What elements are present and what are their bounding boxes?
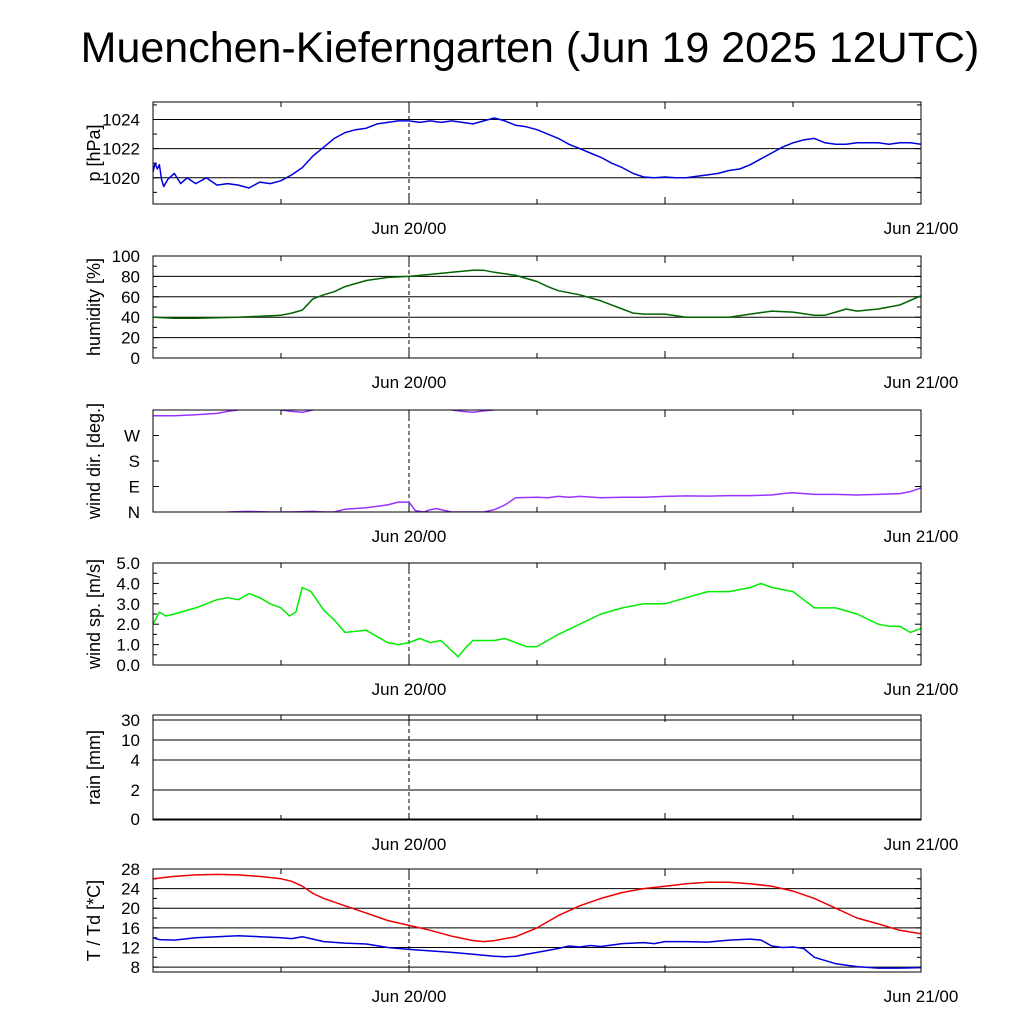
temperature-frame: [152, 868, 922, 973]
rain-ytick-label: 30: [121, 711, 140, 730]
pressure-frame: [152, 101, 922, 205]
pressure-xtick-label: Jun 21/00: [884, 219, 959, 238]
wind_speed-ytick-label: 0.0: [116, 656, 140, 675]
wind_speed-xtick-label: Jun 21/00: [884, 680, 959, 699]
wind_speed-ytick-label: 1.0: [116, 636, 140, 655]
wind_direction-ylabel: wind dir. [deg.]: [84, 403, 104, 520]
pressure-ylabel: p [hPa]: [84, 124, 104, 181]
pressure-series-line: [153, 117, 921, 189]
wind_direction-ytick-label: S: [129, 452, 140, 471]
wind_direction-ytick-label: W: [124, 427, 140, 446]
humidity-ytick-label: 60: [121, 288, 140, 307]
temperature-series-line: [153, 934, 921, 969]
temperature-ytick-label: 8: [131, 958, 140, 977]
wind_speed-ytick-label: 2.0: [116, 615, 140, 634]
wind_speed-ytick-label: 3.0: [116, 595, 140, 614]
rain-ytick-label: 0: [131, 810, 140, 829]
temperature-xtick-label: Jun 21/00: [884, 987, 959, 1006]
wind_direction-frame: [152, 409, 922, 513]
temperature-series-line: [153, 873, 921, 943]
wind_direction-series-line: [227, 487, 921, 512]
humidity-ylabel: humidity [%]: [84, 258, 104, 356]
humidity-xtick-label: Jun 20/00: [372, 373, 447, 392]
wind_speed-xtick-label: Jun 20/00: [372, 680, 447, 699]
temperature-xtick-label: Jun 20/00: [372, 987, 447, 1006]
wind_speed-ytick-label: 4.0: [116, 574, 140, 593]
wind_speed-ylabel: wind sp. [m/s]: [84, 559, 104, 670]
wind_speed-panel: 0.01.0 2.03.0 4.05.0 Jun 20/00 Jun 21/00 wind…: [84, 554, 958, 699]
wind_speed-series-line: [153, 582, 921, 658]
humidity-series-line: [153, 269, 921, 319]
humidity-ytick-label: 80: [121, 267, 140, 286]
pressure-ytick-label: 1024: [102, 110, 140, 129]
wind_direction-xtick-label: Jun 20/00: [372, 527, 447, 546]
temperature-ylabel: T / Td [*C]: [84, 880, 104, 961]
rain-ytick-label: 10: [121, 731, 140, 750]
wind_direction-series-line: [451, 410, 495, 414]
temperature-ytick-label: 16: [121, 919, 140, 938]
humidity-ytick-label: 40: [121, 308, 140, 327]
chart-title: Muenchen-Kieferngarten (Jun 19 2025 12UT…: [80, 24, 980, 72]
pressure-xtick-label: Jun 20/00: [372, 219, 447, 238]
temperature-ytick-label: 28: [121, 860, 140, 879]
pressure-panel: 1020 1022 1024 Jun 20/00 Jun 21/00 p [hPa]: [84, 101, 959, 238]
wind_direction-xtick-label: Jun 21/00: [884, 527, 959, 546]
rain-ytick-label: 2: [131, 781, 140, 800]
wind_speed-frame: [152, 562, 922, 666]
wind_direction-series-line: [153, 410, 239, 417]
wind_direction-ytick-label: E: [129, 478, 140, 497]
humidity-frame: [152, 255, 922, 359]
temperature-ytick-label: 20: [121, 899, 140, 918]
wind_direction-ytick-label: N: [128, 503, 140, 522]
pressure-ytick-label: 1022: [102, 140, 140, 159]
temperature-ytick-label: 24: [121, 880, 140, 899]
rain-frame: [152, 714, 922, 821]
humidity-ytick-label: 0: [131, 349, 140, 368]
temperature-ytick-label: 12: [121, 938, 140, 957]
pressure-ytick-label: 1020: [102, 169, 140, 188]
humidity-ytick-label: 100: [112, 247, 140, 266]
wind_direction-series-line: [280, 410, 314, 414]
rain-xtick-label: Jun 20/00: [372, 835, 447, 854]
humidity-ytick-label: 20: [121, 329, 140, 348]
rain-xtick-label: Jun 21/00: [884, 835, 959, 854]
rain-ytick-label: 4: [131, 751, 140, 770]
humidity-xtick-label: Jun 21/00: [884, 373, 959, 392]
rain-ylabel: rain [mm]: [84, 730, 104, 805]
wind_speed-ytick-label: 5.0: [116, 554, 140, 573]
